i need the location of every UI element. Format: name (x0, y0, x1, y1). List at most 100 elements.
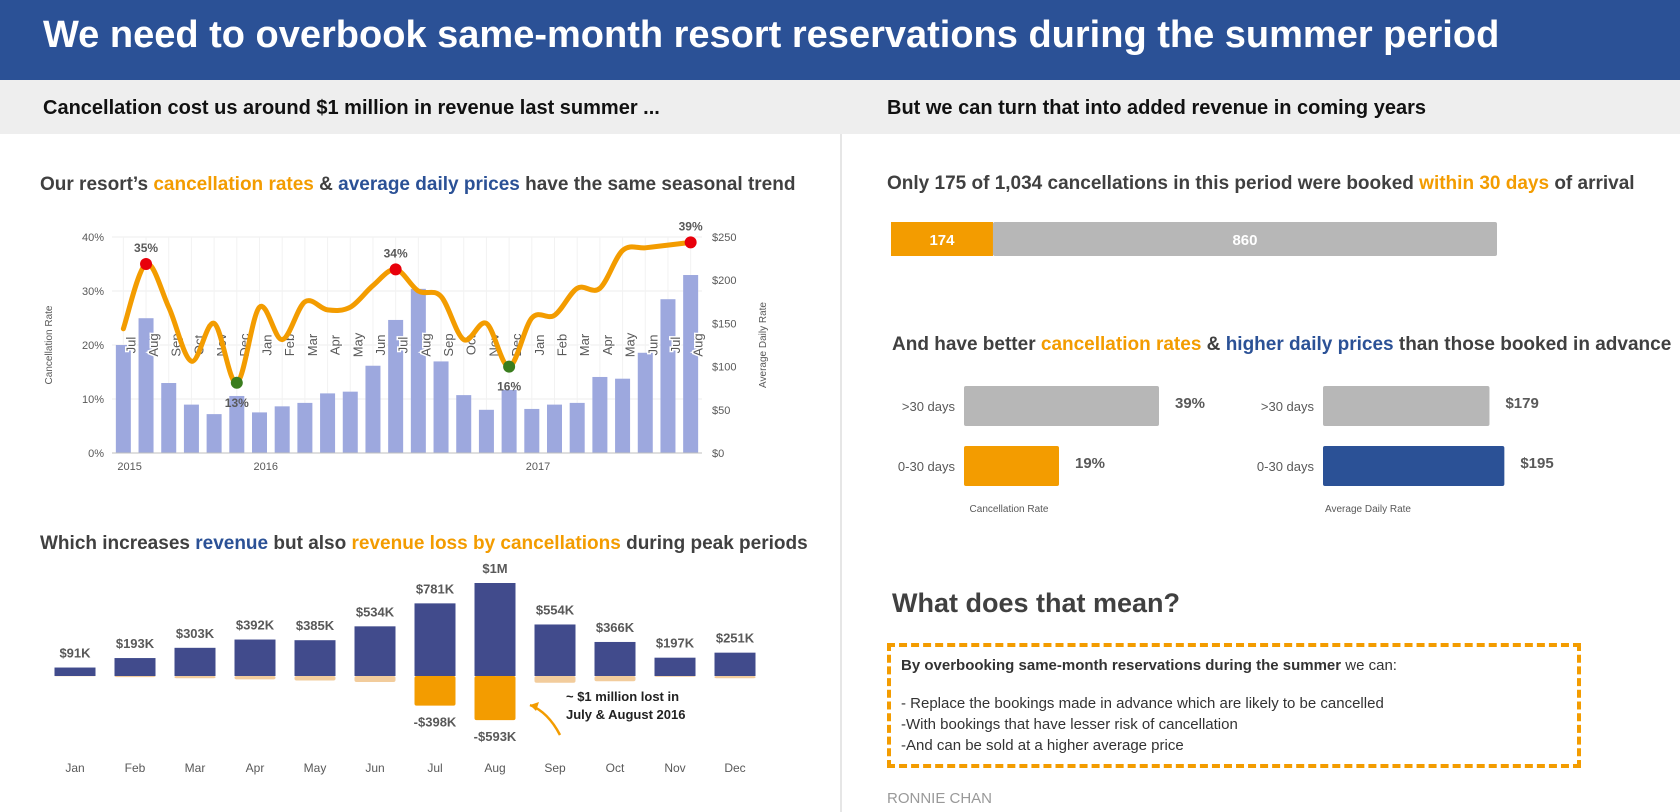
chart1-heading: Our resort’s cancellation rates & averag… (40, 174, 795, 196)
month-label: Jul (396, 337, 411, 354)
right-tick-label: $200 (712, 275, 736, 287)
left-subtitle: Cancellation cost us around $1 million i… (43, 97, 660, 119)
revenue-data-label: $781K (416, 581, 455, 596)
heading-text: but also (268, 533, 352, 554)
month-label: May (623, 332, 638, 357)
month-label: Jun (645, 335, 660, 356)
heading-text: during peak periods (620, 533, 808, 554)
stacked-label: 174 (929, 232, 955, 249)
author: RONNIE CHAN (887, 790, 993, 807)
adr-bar (138, 318, 154, 453)
comparison-bar (964, 446, 1059, 486)
chart2-heading: Which increases revenue but also revenue… (40, 533, 808, 555)
comparison-bar (1323, 386, 1490, 426)
heading-text: of arrival (1549, 173, 1635, 194)
year-label: 2015 (117, 461, 141, 473)
heading-text: Only 175 of 1,034 cancellations in this … (887, 173, 1420, 194)
stacked-label: 860 (1232, 232, 1257, 249)
arrow-head-icon (530, 702, 539, 711)
month-label: Aug (418, 333, 433, 356)
adr-bar (592, 376, 608, 453)
adr-bar (161, 383, 177, 453)
month-label: Jan (532, 335, 547, 356)
category-label: 0-30 days (898, 459, 956, 474)
heading-highlight: higher daily prices (1225, 334, 1394, 355)
revenue-bar (234, 639, 276, 676)
adr-bar (524, 408, 540, 453)
annotation-line: July & August 2016 (566, 707, 686, 722)
left-tick-label: 10% (82, 394, 104, 406)
month-label: Apr (328, 334, 343, 355)
month-label: Apr (600, 334, 615, 355)
rate-data-label: 35% (134, 241, 158, 255)
chart-caption: Cancellation Rate (970, 504, 1049, 515)
question-heading: What does that mean? (892, 588, 1181, 618)
revenue-data-label: $197K (656, 636, 695, 651)
rate-data-label: 39% (679, 219, 703, 233)
loss-bar (594, 676, 636, 682)
right-tick-label: $0 (712, 448, 724, 460)
adr-bar (388, 319, 404, 453)
month-label: May (350, 332, 365, 357)
adr-bar (569, 402, 585, 453)
heading-highlight: revenue (195, 533, 269, 554)
subheader-band (0, 80, 1680, 134)
category-label: >30 days (902, 399, 956, 414)
month-label: Mar (305, 333, 320, 356)
adr-bar (547, 404, 562, 453)
adr-bar (297, 402, 313, 453)
stacked-segment-over-30 (992, 222, 1497, 256)
adr-bar (660, 299, 676, 453)
loss-data-label: -$398K (414, 715, 457, 730)
seasonal-trend-chart: 0% 10% 20% 30% 40% $0 $50 $100 $150 $200 $250 Cance… (44, 219, 769, 473)
adr-bar (410, 288, 426, 453)
box-list: - Replace the bookings made in advance w… (901, 693, 1384, 756)
heading-text: have the same seasonal trend (519, 174, 796, 195)
loss-bar (294, 676, 336, 681)
month-label: Jul (427, 761, 442, 775)
comparison-bar (1323, 446, 1505, 486)
adr-bar (229, 395, 245, 453)
heading-text: & (313, 174, 339, 195)
heading-text: And have better (892, 334, 1041, 355)
month-label: Jun (373, 335, 388, 356)
loss-bar (174, 676, 216, 679)
adr-bar (433, 361, 449, 453)
adr-bar (252, 412, 267, 453)
stacked-segment-within-30 (891, 222, 993, 256)
trough-marker (230, 376, 243, 389)
month-label: Aug (691, 333, 706, 356)
left-tick-label: 30% (82, 286, 104, 298)
heading-highlight: cancellation rates (1040, 334, 1202, 355)
box-intro: By overbooking same-month reservations d… (901, 657, 1397, 674)
heading-highlight: within 30 days (1419, 173, 1550, 194)
revenue-data-label: $303K (176, 626, 215, 641)
loss-bar (234, 676, 276, 680)
adr-bar (683, 275, 699, 453)
heading-highlight: average daily prices (338, 174, 520, 195)
adr-bar (115, 345, 131, 453)
right-charts: 174 860 >30 days 39% 0-30 days 19% Cancellatio… (891, 222, 1554, 515)
month-label: Mar (185, 761, 206, 775)
month-label: Oct (606, 761, 625, 775)
revenue-bar (474, 583, 516, 676)
adr-bar (478, 409, 494, 453)
month-label: Sep (441, 333, 456, 356)
right-tick-label: $150 (712, 318, 736, 330)
left-axis-title: Cancellation Rate (44, 305, 55, 384)
annotation-line: ~ $1 million lost in (566, 689, 680, 704)
month-label: Jan (65, 761, 84, 775)
adr-bar (183, 404, 199, 453)
revenue-data-label: $385K (296, 618, 335, 633)
revenue-bar (654, 657, 696, 676)
heading-highlight: cancellation rates (153, 174, 314, 195)
adr-bar (206, 414, 222, 453)
month-label: May (304, 761, 327, 775)
revenue-loss-annotation: ~ $1 million lost in July & August 2016 (566, 688, 685, 724)
heading-text: & (1201, 334, 1226, 355)
month-label: Mar (577, 333, 592, 356)
revenue-data-label: $366K (596, 620, 635, 635)
month-label: Feb (125, 761, 146, 775)
heading-highlight: revenue loss by cancellations (351, 533, 621, 554)
month-label: Feb (555, 334, 570, 356)
